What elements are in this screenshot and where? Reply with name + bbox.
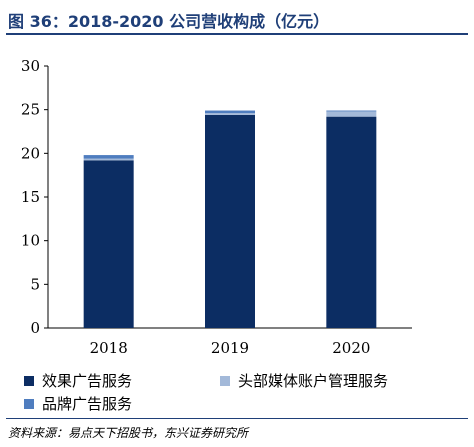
bar-2020-series-2 bbox=[326, 110, 377, 112]
y-tick-label: 0 bbox=[30, 319, 40, 337]
bar-2018-series-2 bbox=[83, 155, 134, 159]
source-divider bbox=[6, 418, 468, 419]
source-note: 资料来源：易点天下招股书，东兴证券研究所 bbox=[8, 426, 249, 440]
x-tick-label: 2019 bbox=[211, 339, 249, 357]
x-tick-label: 2018 bbox=[90, 339, 128, 357]
bar-2020-series-0 bbox=[326, 116, 377, 328]
legend-swatch-2 bbox=[24, 399, 34, 409]
bar-2019-series-0 bbox=[205, 114, 255, 328]
legend-item-1: 头部媒体账户管理服务 bbox=[220, 370, 388, 391]
legend-label-2: 品牌广告服务 bbox=[42, 395, 133, 413]
bar-2019-series-2 bbox=[205, 110, 255, 114]
y-tick-label: 25 bbox=[21, 101, 40, 119]
figure-title: 图 36：2018-2020 公司营收构成（亿元） bbox=[6, 3, 468, 35]
legend-item-0: 效果广告服务 bbox=[24, 370, 132, 391]
x-tick-label: 2020 bbox=[332, 339, 370, 357]
y-tick-label: 5 bbox=[30, 275, 40, 293]
bar-2018-series-0 bbox=[83, 160, 134, 328]
y-tick-label: 30 bbox=[21, 57, 40, 75]
y-tick-label: 15 bbox=[21, 188, 40, 206]
y-tick-label: 10 bbox=[21, 232, 40, 250]
legend-label-0: 效果广告服务 bbox=[42, 372, 133, 390]
bar-2020-series-1 bbox=[326, 111, 377, 117]
bar-2018-series-1 bbox=[83, 158, 134, 161]
bar-2019-series-1 bbox=[205, 113, 255, 115]
legend-swatch-1 bbox=[220, 376, 230, 386]
title-underline bbox=[6, 33, 468, 35]
legend-item-2: 品牌广告服务 bbox=[24, 393, 132, 414]
stacked-bar-chart: 0 5 10 15 20 25 30 2018 2019 2020 bbox=[21, 57, 412, 357]
legend-label-1: 头部媒体账户管理服务 bbox=[238, 372, 389, 390]
y-tick-label: 20 bbox=[21, 144, 40, 162]
legend-swatch-0 bbox=[24, 376, 34, 386]
figure-title-text: 图 36：2018-2020 公司营收构成（亿元） bbox=[8, 12, 330, 31]
